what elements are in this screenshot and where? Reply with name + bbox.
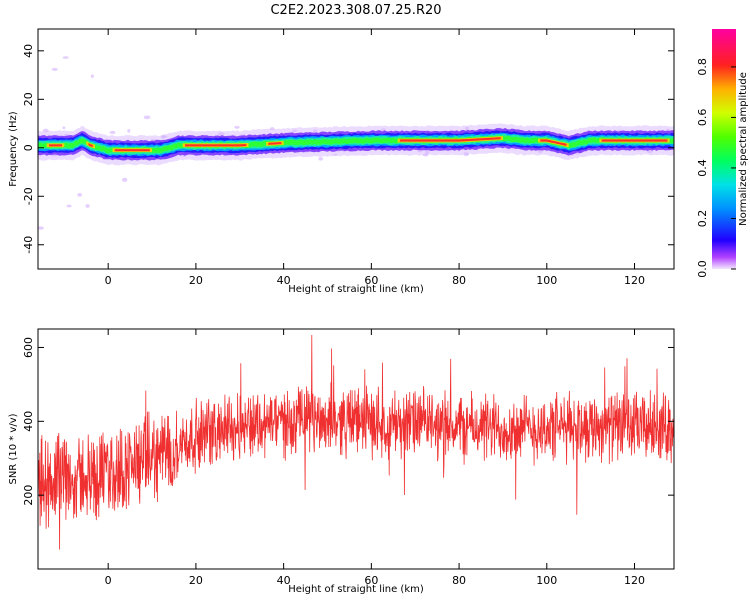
heatmap-y-tick-label: 0: [22, 144, 35, 151]
snr-x-tick-label: 0: [105, 574, 112, 587]
heatmap-peak-core-2: [114, 149, 150, 152]
colorbar-tick-label: 0.2: [696, 210, 709, 228]
heatmap-speckle: [62, 56, 69, 59]
heatmap-peak-core-7: [601, 139, 668, 142]
heatmap-speckle: [90, 74, 94, 79]
snr-x-tick-label: 40: [277, 574, 291, 587]
heatmap-peak-core-6: [540, 139, 567, 146]
colorbar-tick-label: 0.6: [696, 109, 709, 127]
heatmap-frame: [37, 28, 675, 270]
heatmap-speckle: [66, 204, 72, 208]
heatmap-speckle: [51, 67, 58, 71]
snr-x-ticks: 0 20 40 60 80 100 120: [105, 329, 645, 587]
heatmap-y-tick-label: -40: [22, 236, 35, 254]
heatmap-content: [38, 56, 674, 230]
heatmap-x-axis-label: Height of straight line (km): [288, 284, 424, 295]
heatmap-peak-core-5: [399, 137, 501, 142]
heatmap-y-tick-label: 20: [22, 92, 35, 106]
heatmap-y-tick-label: 40: [22, 44, 35, 58]
snr-x-axis-label: Height of straight line (km): [288, 584, 424, 595]
heatmap-speckle: [143, 115, 151, 120]
colorbar-gradient: [712, 29, 736, 269]
snr-series-line: [38, 334, 674, 550]
colorbar: 0.0 0.2 0.4 0.6 0.8 Normalized spectral ampl…: [696, 29, 749, 278]
heatmap-y-tick-label: -20: [22, 187, 35, 205]
heatmap-x-ticks: 0 20 40 60 80 100 120: [105, 29, 645, 287]
heatmap-speckle: [122, 177, 128, 182]
snr-frame: [37, 328, 675, 570]
snr-y-tick-label: 400: [22, 411, 35, 432]
heatmap-panel: 0 20 40 60 80 100 120 -40 -20 0 20 40 Height of st…: [8, 28, 675, 295]
heatmap-y-axis-label: Frequency (Hz): [8, 111, 19, 187]
heatmap-x-tick-label: 0: [105, 274, 112, 287]
snr-x-tick-label: 100: [536, 574, 557, 587]
heatmap-speckle: [318, 157, 324, 161]
heatmap-speckle: [127, 128, 131, 133]
heatmap-ridge-band-5: [38, 135, 674, 154]
chart-title: C2E2.2023.308.07.25.R20: [270, 3, 441, 18]
snr-y-ticks: 200 400 600: [22, 337, 674, 506]
heatmap-speckle: [109, 130, 116, 134]
heatmap-y-ticks: -40 -20 0 20 40: [22, 44, 674, 254]
colorbar-tick-label: 0.0: [696, 260, 709, 278]
heatmap-speckle: [77, 193, 82, 197]
heatmap-speckle: [38, 226, 44, 230]
colorbar-tick-label: 0.4: [696, 159, 709, 177]
heatmap-peak-core-0: [48, 144, 63, 147]
heatmap-x-tick-label: 60: [364, 274, 378, 287]
snr-x-tick-label: 120: [624, 574, 645, 587]
heatmap-peak-core-4: [268, 141, 282, 145]
colorbar-label: Normalized spectral amplitude: [738, 72, 749, 226]
heatmap-speckle: [85, 204, 90, 208]
heatmap-x-tick-label: 100: [536, 274, 557, 287]
snr-x-tick-label: 80: [452, 574, 466, 587]
snr-x-tick-label: 20: [189, 574, 203, 587]
heatmap-peak-core-1: [88, 143, 93, 148]
heatmap-speckle: [62, 126, 66, 130]
heatmap-speckle: [234, 125, 240, 129]
heatmap-x-tick-label: 120: [624, 274, 645, 287]
heatmap-x-tick-label: 80: [452, 274, 466, 287]
heatmap-peak-core-3: [184, 143, 247, 147]
snr-y-tick-label: 200: [22, 485, 35, 506]
snr-panel: 0 20 40 60 80 100 120 200 400 600 Height of stra…: [8, 328, 675, 595]
heatmap-x-tick-label: 20: [189, 274, 203, 287]
snr-x-tick-label: 60: [364, 574, 378, 587]
snr-y-axis-label: SNR (10 * v/v): [8, 413, 19, 484]
colorbar-tick-label: 0.8: [696, 58, 709, 76]
colorbar-ticks: 0.0 0.2 0.4 0.6 0.8: [696, 58, 736, 278]
heatmap-x-tick-label: 40: [277, 274, 291, 287]
snr-y-tick-label: 600: [22, 337, 35, 358]
